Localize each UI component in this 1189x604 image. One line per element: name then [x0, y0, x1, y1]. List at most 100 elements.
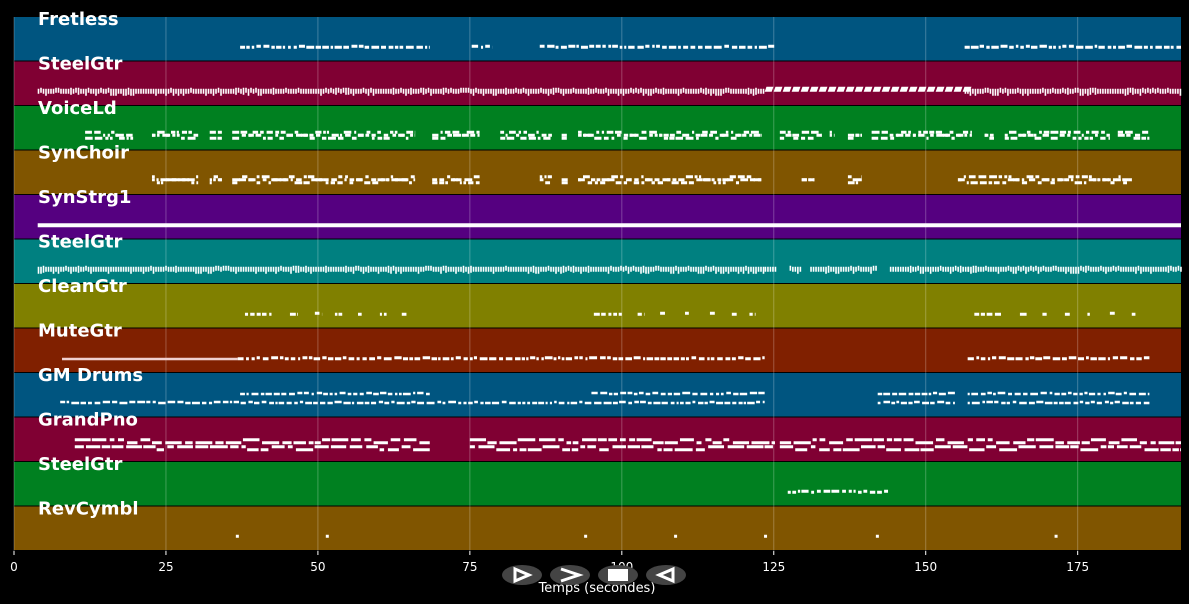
note [1039, 44, 1047, 48]
note [1107, 45, 1112, 49]
play-button[interactable] [502, 565, 542, 585]
note [674, 534, 678, 538]
note [289, 392, 295, 396]
note [980, 357, 986, 361]
note [855, 266, 857, 272]
note [150, 88, 152, 94]
note [297, 265, 300, 273]
note [1068, 175, 1074, 179]
note [600, 88, 602, 94]
play-button-bg[interactable] [502, 565, 542, 585]
note [110, 88, 112, 96]
note [579, 356, 583, 360]
note [539, 438, 556, 442]
note-span [244, 312, 272, 316]
note [555, 45, 559, 49]
note [685, 311, 689, 315]
note [362, 266, 365, 274]
note [681, 181, 688, 185]
note-span [964, 87, 1182, 96]
note [459, 181, 462, 185]
note [151, 133, 155, 137]
forward-button[interactable] [550, 565, 590, 585]
note [1145, 266, 1147, 272]
note [401, 445, 411, 449]
note [594, 401, 602, 405]
note-span [829, 130, 835, 137]
note [743, 401, 747, 405]
note [245, 87, 247, 93]
note [979, 181, 987, 185]
note [1149, 88, 1152, 94]
note [314, 445, 329, 449]
note [694, 175, 698, 179]
track-label: Fretless [38, 9, 119, 30]
note [683, 45, 689, 49]
note [286, 401, 292, 405]
note [713, 45, 722, 49]
note [831, 489, 840, 493]
note [662, 45, 667, 49]
note [590, 88, 592, 94]
note [351, 438, 361, 442]
note [964, 133, 968, 137]
note [1068, 356, 1077, 360]
note [137, 400, 146, 404]
note [528, 136, 536, 140]
note [453, 133, 462, 137]
note [543, 136, 551, 140]
note [608, 312, 612, 316]
note [1089, 87, 1092, 95]
note [1137, 265, 1140, 271]
note [754, 45, 757, 49]
note [716, 392, 720, 396]
note [352, 88, 355, 96]
note-span [471, 44, 493, 49]
note [314, 441, 321, 445]
note [371, 136, 375, 140]
note [489, 357, 497, 361]
note [435, 88, 437, 94]
note [377, 356, 382, 360]
note [213, 400, 221, 404]
note [55, 266, 57, 272]
forward-button-bg[interactable] [550, 565, 590, 585]
rewind-button[interactable] [646, 565, 686, 585]
note [313, 401, 318, 405]
stop-button[interactable] [598, 565, 638, 585]
note [974, 88, 977, 96]
note [1079, 392, 1083, 396]
note [1089, 136, 1093, 140]
note [319, 401, 326, 405]
note [1082, 266, 1085, 272]
note [200, 88, 202, 94]
note [1174, 88, 1177, 94]
rewind-button-bg[interactable] [646, 565, 686, 585]
note [1090, 400, 1095, 404]
note [562, 448, 571, 452]
note [419, 441, 430, 445]
note [471, 44, 479, 48]
note [702, 88, 705, 94]
note [870, 266, 872, 274]
note [676, 130, 682, 134]
note [251, 45, 255, 49]
note [65, 88, 67, 94]
note [652, 266, 655, 272]
note [720, 88, 722, 96]
note [612, 401, 618, 405]
note [987, 438, 993, 442]
note [130, 136, 134, 140]
note [1138, 392, 1146, 396]
note [687, 265, 690, 271]
note [1123, 181, 1127, 185]
note [1010, 266, 1012, 272]
note [413, 178, 416, 182]
note-span [432, 175, 480, 185]
note [1055, 445, 1070, 449]
note [450, 178, 458, 182]
note [295, 448, 314, 452]
note [275, 133, 279, 137]
note [298, 44, 305, 48]
note [957, 178, 965, 182]
